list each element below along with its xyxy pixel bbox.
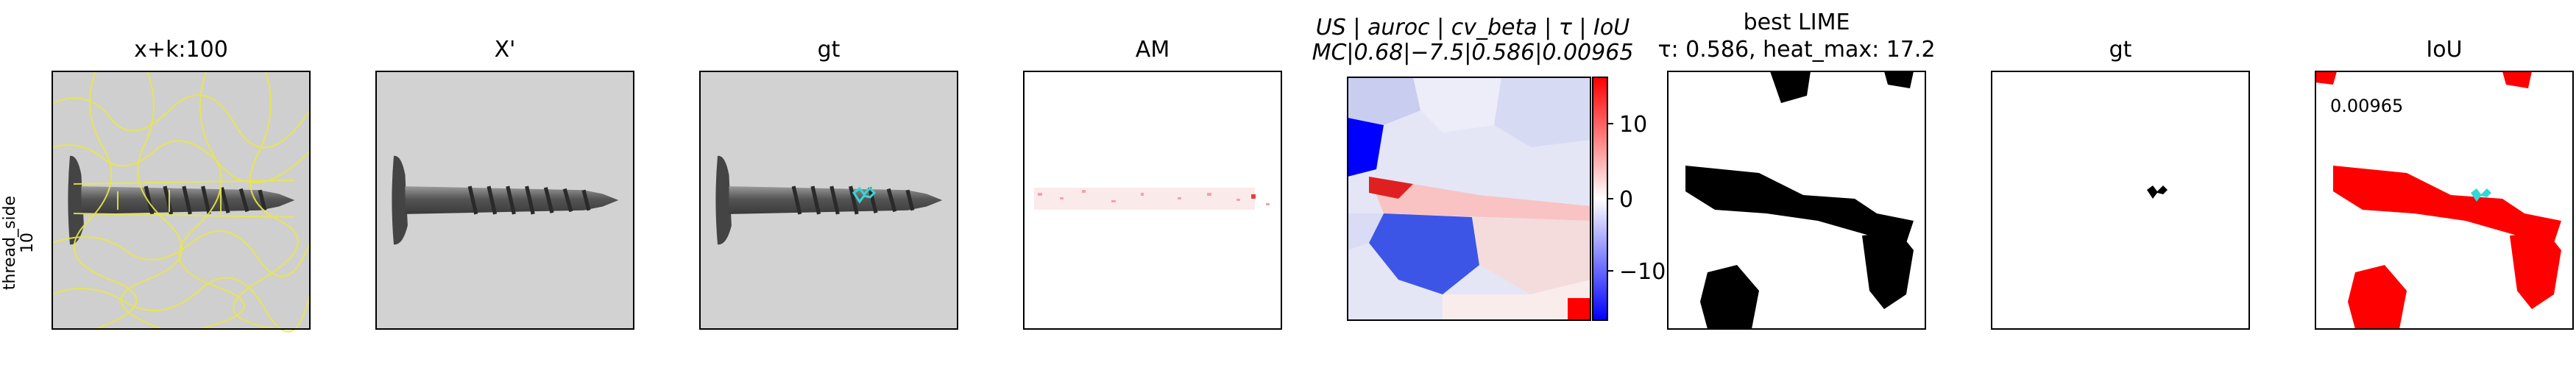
panel-anomaly-map: AM	[1023, 37, 1282, 330]
iou-red-mask	[2315, 71, 2561, 329]
colorbar	[1593, 77, 1607, 320]
gt-defect-marker	[852, 186, 877, 204]
panel-3-title: gt	[818, 37, 841, 63]
panel-1-title: x+k:100	[134, 37, 228, 63]
panel-5-title-line2: MC|0.68|−7.5|0.586|0.00965	[1312, 40, 1634, 66]
panel-6-title-line2: τ: 0.586, heat_max: 17.2	[1657, 37, 1935, 63]
panel-gt-mask: gt	[1991, 37, 2250, 330]
colorbar-tick-0: 0	[1619, 187, 1633, 213]
gt-mask-blob	[2147, 185, 2168, 199]
panel-input: X'	[375, 37, 634, 330]
panel-iou: IoU 0.00965	[2315, 37, 2574, 330]
colorbar-ticks	[1607, 123, 1613, 272]
panel-8-title: IoU	[2426, 37, 2462, 63]
colorbar-tick-neg10: −10	[1619, 259, 1666, 285]
iou-value: 0.00965	[2330, 96, 2403, 116]
panel-best-lime: best LIME τ: 0.586, heat_max: 17.2	[1657, 10, 1936, 330]
panel-ground-truth: gt	[699, 37, 958, 330]
row-label-line1: thread_side	[1, 196, 19, 290]
panel-heatmap: US | auroc | cv_beta | τ | IoU MC|0.68|−…	[1312, 15, 1666, 321]
panel-5-title-line1: US | auroc | cv_beta | τ | IoU	[1316, 15, 1630, 40]
lime-mask	[1685, 71, 1914, 329]
row-label-line2: 10	[18, 233, 37, 253]
colorbar-tick-10: 10	[1619, 112, 1647, 138]
anomaly-specks	[1034, 188, 1270, 210]
panel-7-title: gt	[2109, 37, 2132, 63]
row-label: thread_side 10	[1, 196, 37, 290]
panel-4-title: AM	[1136, 37, 1170, 63]
iou-overlap-marker	[2471, 188, 2491, 202]
panel-superpixels: x+k:100	[52, 37, 311, 333]
panel-6-title-line1: best LIME	[1744, 10, 1850, 35]
panel-2-title: X'	[495, 37, 516, 63]
superpixel-outlines	[52, 71, 311, 333]
heatmap-regions	[1348, 77, 1590, 320]
